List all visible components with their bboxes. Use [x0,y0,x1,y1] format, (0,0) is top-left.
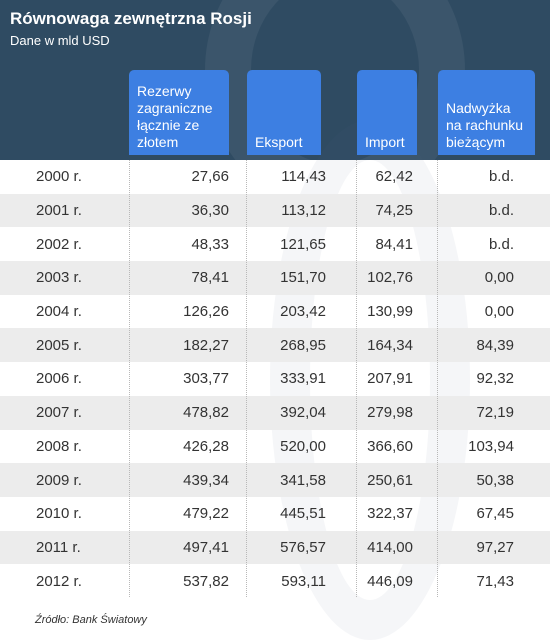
cell-export: 445,51 [280,505,326,523]
cell-import: 130,99 [367,303,413,321]
cell-current-account: 71,43 [476,572,514,590]
cell-reserves: 36,30 [191,202,229,220]
cell-reserves: 537,82 [183,572,229,590]
row-year-label: 2001 r. [36,202,82,220]
cell-export: 121,65 [280,235,326,253]
cell-export: 268,95 [280,336,326,354]
cell-export: 341,58 [280,471,326,489]
column-header-line: Nadwyżka [446,100,511,116]
source-note: Źródło: Bank Światowy [35,614,147,626]
row-year-label: 2011 r. [36,538,81,556]
chart-title: Równowaga zewnętrzna Rosji [10,9,252,28]
cell-import: 414,00 [367,538,413,556]
column-header-line: zagraniczne [137,100,213,116]
data-table-body: 2000 r. 27,66 114,43 62,42 b.d. 2001 r. 36,30 1… [0,160,550,598]
cell-export: 203,42 [280,303,326,321]
row-year-label: 2006 r. [36,370,82,388]
cell-current-account: 84,39 [476,336,514,354]
row-year-label: 2010 r. [36,505,82,523]
cell-current-account: 97,27 [476,538,514,556]
cell-current-account: 50,38 [476,471,514,489]
column-header-line: Import [365,134,405,150]
column-header-reserves: Rezerwy zagraniczne łącznie ze złotem [129,70,229,155]
cell-export: 113,12 [281,202,326,220]
cell-import: 164,34 [367,336,413,354]
cell-reserves: 126,26 [183,303,229,321]
cell-import: 322,37 [367,505,413,523]
cell-current-account: 92,32 [476,370,514,388]
row-year-label: 2008 r. [36,437,82,455]
table-row: 2009 r. 439,34 341,58 250,61 50,38 [0,463,550,497]
column-header-import: Import [357,70,417,155]
cell-import: 446,09 [367,572,413,590]
cell-reserves: 426,28 [183,437,229,455]
cell-import: 366,60 [367,437,413,455]
row-year-label: 2012 r. [36,572,82,590]
row-year-label: 2003 r. [36,269,82,287]
cell-current-account: b.d. [488,202,514,220]
cell-import: 74,25 [375,202,413,220]
cell-export: 333,91 [280,370,326,388]
column-header-line: na rachunku [446,117,524,133]
cell-reserves: 478,82 [183,404,229,422]
row-year-label: 2004 r. [36,303,82,321]
cell-reserves: 78,41 [191,269,229,287]
cell-current-account: 72,19 [476,404,514,422]
cell-import: 279,98 [367,404,413,422]
cell-import: 250,61 [367,471,413,489]
column-header-line: złotem [137,134,179,150]
cell-current-account: 0,00 [484,303,514,321]
table-row: 2004 r. 126,26 203,42 130,99 0,00 [0,295,550,329]
column-header-line: bieżącym [446,134,506,150]
column-divider [437,160,438,597]
cell-export: 576,57 [280,538,326,556]
cell-reserves: 182,27 [183,336,229,354]
cell-reserves: 303,77 [183,370,229,388]
chart-subtitle: Dane w mld USD [10,33,110,48]
cell-reserves: 439,34 [183,471,229,489]
column-header-export: Eksport [247,70,321,155]
cell-current-account: 0,00 [484,269,514,287]
table-row: 2008 r. 426,28 520,00 366,60 103,94 [0,430,550,464]
table-row: 2003 r. 78,41 151,70 102,76 0,00 [0,261,550,295]
column-header-line: Eksport [255,134,303,150]
cell-reserves: 27,66 [191,168,229,186]
cell-reserves: 479,22 [183,505,229,523]
cell-export: 520,00 [280,437,326,455]
row-year-label: 2002 r. [36,235,82,253]
cell-current-account: 103,94 [468,437,514,455]
cell-reserves: 497,41 [183,538,229,556]
column-divider [356,160,357,597]
cell-import: 84,41 [375,235,413,253]
column-header-line: Rezerwy [137,83,192,99]
table-row: 2002 r. 48,33 121,65 84,41 b.d. [0,227,550,261]
cell-export: 151,70 [280,269,326,287]
table-row: 2012 r. 537,82 593,11 446,09 71,43 [0,564,550,598]
cell-import: 207,91 [367,370,413,388]
table-row: 2011 r. 497,41 576,57 414,00 97,27 [0,530,550,565]
column-divider [129,160,130,597]
cell-reserves: 48,33 [191,235,229,253]
cell-import: 62,42 [375,168,413,186]
column-header-current-account: Nadwyżka na rachunku bieżącym [438,70,535,155]
table-row: 2010 r. 479,22 445,51 322,37 67,45 [0,497,550,531]
cell-export: 392,04 [280,404,326,422]
cell-current-account: b.d. [488,168,514,186]
cell-export: 593,11 [281,572,326,590]
row-year-label: 2007 r. [36,404,82,422]
cell-current-account: 67,45 [476,505,514,523]
table-row: 2001 r. 36,30 113,12 74,25 b.d. [0,193,550,228]
table-row: 2005 r. 182,27 268,95 164,34 84,39 [0,328,550,363]
cell-current-account: b.d. [488,235,514,253]
cell-import: 102,76 [367,269,413,287]
table-row: 2006 r. 303,77 333,91 207,91 92,32 [0,362,550,396]
row-year-label: 2005 r. [36,336,82,354]
table-row: 2000 r. 27,66 114,43 62,42 b.d. [0,160,550,194]
cell-export: 114,43 [281,168,326,186]
table-row: 2007 r. 478,82 392,04 279,98 72,19 [0,395,550,430]
row-year-label: 2000 r. [36,168,82,186]
row-year-label: 2009 r. [36,471,82,489]
column-divider [246,160,247,597]
column-header-line: łącznie ze [137,117,200,133]
